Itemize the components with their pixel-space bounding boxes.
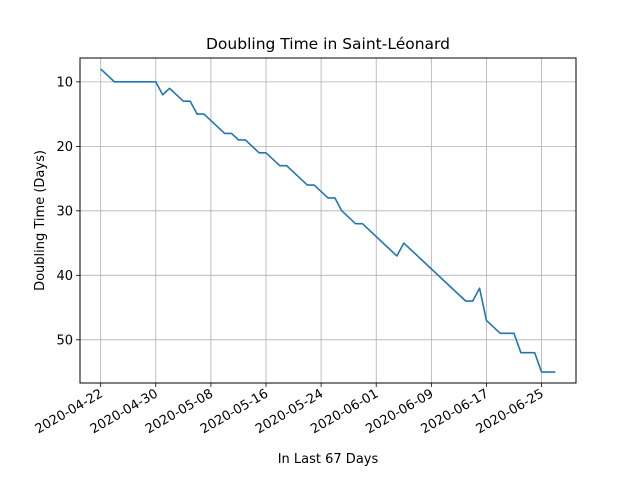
y-axis-label: Doubling Time (Days) bbox=[33, 150, 48, 291]
series-layer bbox=[100, 68, 556, 373]
x-axis-label: In Last 67 Days bbox=[278, 452, 379, 467]
y-tick-label: 40 bbox=[56, 269, 73, 284]
grid bbox=[80, 58, 576, 383]
plot-frame bbox=[79, 57, 577, 384]
y-tick-label: 30 bbox=[56, 204, 73, 219]
y-tick-label: 10 bbox=[56, 75, 73, 90]
y-tick-label: 20 bbox=[56, 140, 73, 155]
series-line bbox=[100, 68, 556, 373]
chart-title: Doubling Time in Saint-Léonard bbox=[206, 35, 450, 53]
y-tick-label: 50 bbox=[56, 333, 73, 348]
